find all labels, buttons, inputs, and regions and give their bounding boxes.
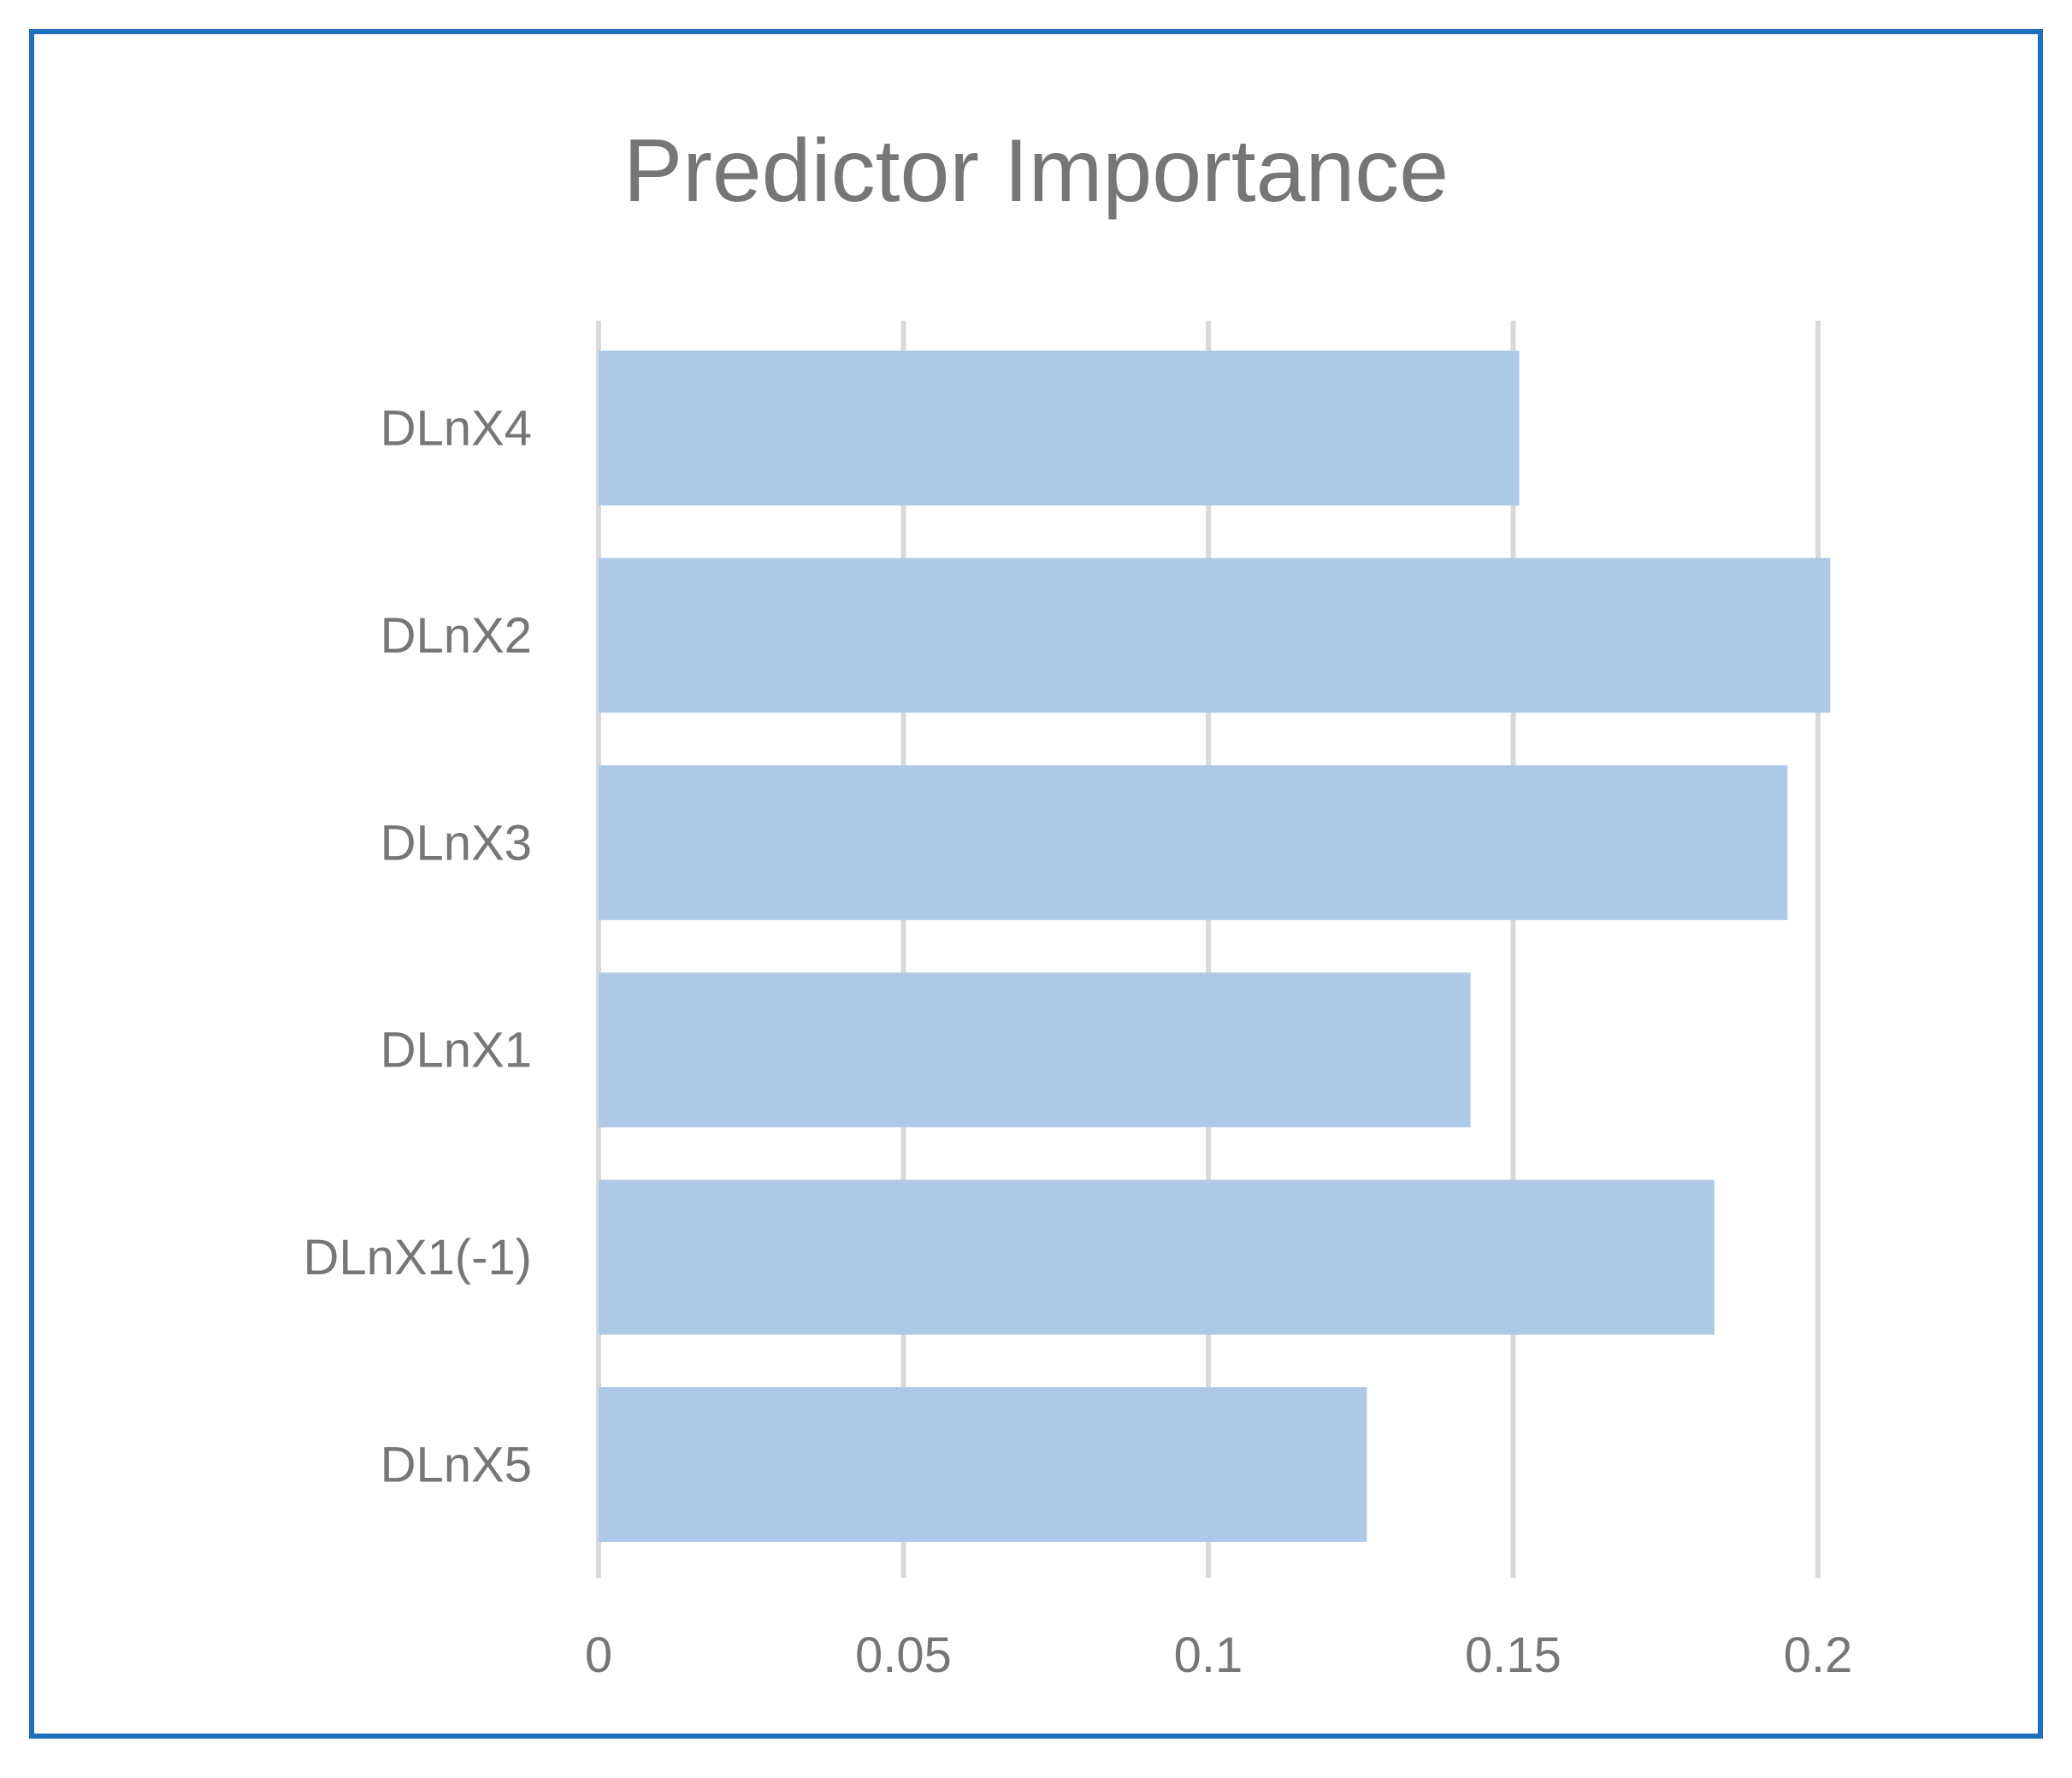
category-label: DLnX1(-1) [303,1230,532,1285]
category-label: DLnX4 [381,401,532,457]
bar-dlnx1-1 [599,1179,1715,1335]
category-labels: DLnX4 DLnX2 DLnX3 DLnX1 DLnX1(-1) DLnX5 [303,401,532,1493]
bar-dlnx5 [599,1387,1367,1542]
category-label: DLnX2 [381,608,532,664]
bar-dlnx3 [599,765,1788,920]
bar-dlnx2 [599,558,1831,713]
category-label: DLnX5 [381,1438,532,1493]
category-label: DLnX1 [381,1023,532,1078]
x-tick-label: 0.1 [1174,1627,1243,1683]
x-tick-label: 0 [585,1627,612,1683]
x-tick-labels: 0 0.05 0.1 0.15 0.2 [585,1627,1852,1683]
chart-title: Predictor Importance [623,121,1449,221]
bars [599,351,1831,1542]
x-tick-label: 0.15 [1465,1627,1561,1683]
category-label: DLnX3 [381,815,532,871]
bar-dlnx4 [599,351,1520,505]
bar-dlnx1 [599,972,1471,1128]
x-tick-label: 0.2 [1784,1627,1853,1683]
gridlines [596,321,1821,1578]
x-tick-label: 0.05 [855,1627,952,1683]
